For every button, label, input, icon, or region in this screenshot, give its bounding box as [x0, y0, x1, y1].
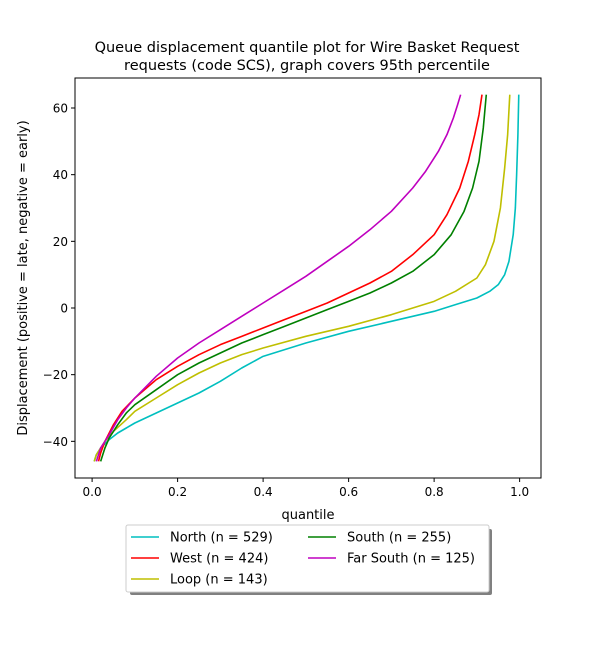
series-line-4 [95, 94, 462, 462]
y-tick-label: 20 [53, 235, 68, 249]
legend-label: South (n = 255) [347, 531, 451, 546]
legend-label: North (n = 529) [170, 531, 273, 546]
x-tick-label: 1.0 [510, 485, 529, 499]
y-tick-label: 60 [53, 102, 68, 116]
y-tick-label: −20 [43, 368, 68, 382]
y-axis-label: Displacement (positive = late, negative … [16, 120, 31, 435]
legend-label: Far South (n = 125) [347, 552, 475, 567]
legend-label: Loop (n = 143) [170, 573, 268, 588]
y-tick-label: −40 [43, 435, 68, 449]
x-tick-label: 0.6 [339, 485, 358, 499]
legend-label: West (n = 424) [170, 552, 268, 567]
x-tick-label: 0.0 [83, 485, 102, 499]
series-line-1 [97, 94, 483, 462]
chart-title-line-1: Queue displacement quantile plot for Wir… [95, 40, 520, 56]
series-line-0 [93, 94, 520, 462]
plot-area-frame [74, 77, 542, 479]
y-axis-ticks: −40 −20 0 20 40 60 [43, 102, 75, 449]
x-axis-label: quantile [281, 508, 334, 523]
chart-title-line-2: requests (code SCS), graph covers 95th p… [124, 58, 490, 74]
x-tick-label: 0.8 [425, 485, 444, 499]
y-tick-label: 0 [60, 302, 68, 316]
series-layer [93, 94, 520, 462]
y-tick-label: 40 [53, 168, 68, 182]
x-tick-label: 0.4 [254, 485, 273, 499]
series-line-3 [99, 94, 488, 462]
legend-box [125, 524, 490, 593]
x-axis-ticks: 0.0 0.2 0.4 0.6 0.8 1.0 [83, 478, 529, 499]
legend-entries: North (n = 529) West (n = 424) Loop (n = 1… [131, 531, 475, 588]
x-tick-label: 0.2 [168, 485, 187, 499]
legend: North (n = 529) West (n = 424) Loop (n = 1… [125, 524, 492, 595]
